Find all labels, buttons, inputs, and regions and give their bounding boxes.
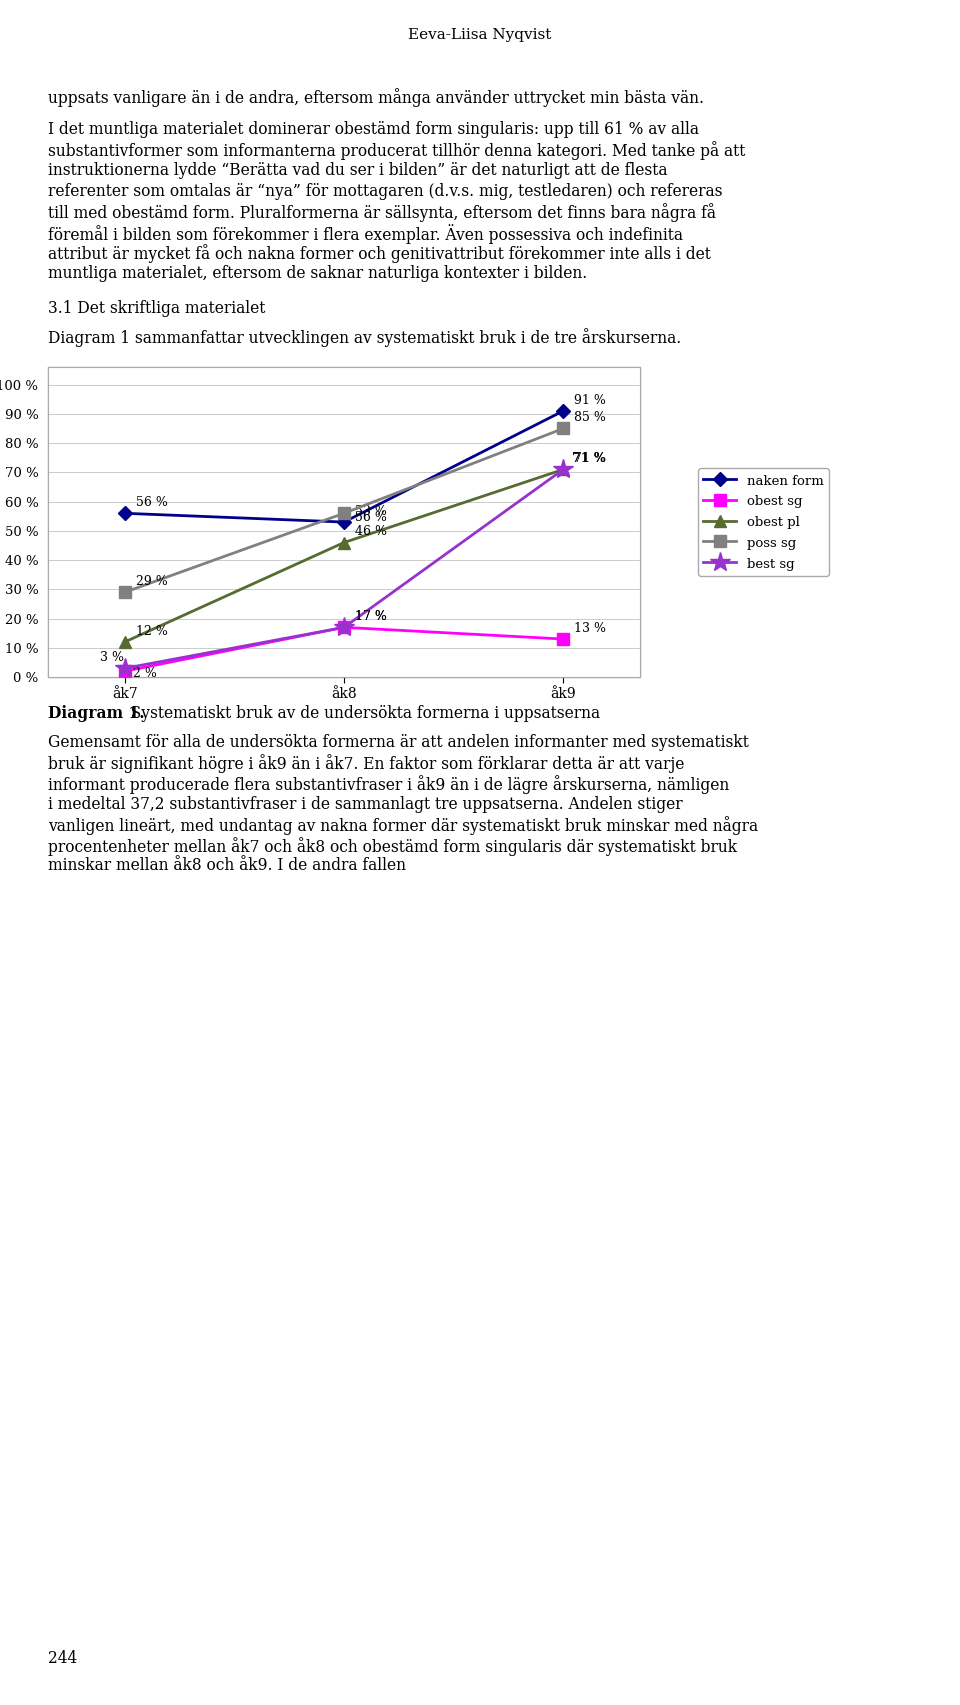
obest sg bbox=[338, 617, 349, 638]
Text: 244: 244 bbox=[48, 1650, 77, 1667]
Text: Diagram 1.: Diagram 1. bbox=[48, 706, 145, 721]
Text: Gemensamt för alla de undersökta formerna är att andelen informanter med systema: Gemensamt för alla de undersökta formern… bbox=[48, 733, 749, 750]
Text: attribut är mycket få och nakna former och genitivattribut förekommer inte alls : attribut är mycket få och nakna former o… bbox=[48, 244, 710, 263]
Text: muntliga materialet, eftersom de saknar naturliga kontexter i bilden.: muntliga materialet, eftersom de saknar … bbox=[48, 264, 588, 281]
Text: 85 %: 85 % bbox=[574, 411, 607, 425]
poss sg bbox=[558, 418, 569, 438]
Line: obest sg: obest sg bbox=[119, 622, 569, 677]
Text: bruk är signifikant högre i åk9 än i åk7. En faktor som förklarar detta är att v: bruk är signifikant högre i åk9 än i åk7… bbox=[48, 754, 684, 774]
Bar bbox=[48, 367, 640, 677]
Text: 13 %: 13 % bbox=[574, 622, 607, 634]
Text: 71 %: 71 % bbox=[571, 452, 605, 465]
Text: procentenheter mellan åk7 och åk8 och obestämd form singularis där systematiskt : procentenheter mellan åk7 och åk8 och ob… bbox=[48, 837, 737, 856]
obest pl bbox=[558, 459, 569, 479]
Line: naken form: naken form bbox=[120, 406, 568, 527]
Text: referenter som omtalas är “nya” för mottagaren (d.v.s. mig, testledaren) och ref: referenter som omtalas är “nya” för mott… bbox=[48, 182, 723, 199]
Text: Diagram 1 sammanfattar utvecklingen av systematiskt bruk i de tre årskurserna.: Diagram 1 sammanfattar utvecklingen av s… bbox=[48, 329, 682, 348]
Text: 29 %: 29 % bbox=[136, 575, 168, 588]
Text: substantivformer som informanterna producerat tillhör denna kategori. Med tanke : substantivformer som informanterna produ… bbox=[48, 142, 745, 160]
Text: I det muntliga materialet dominerar obestämd form singularis: upp till 61 % av a: I det muntliga materialet dominerar obes… bbox=[48, 121, 699, 138]
Text: vanligen lineärt, med undantag av nakna former där systematiskt bruk minskar med: vanligen lineärt, med undantag av nakna … bbox=[48, 817, 758, 835]
Text: föremål i bilden som förekommer i flera exemplar. Även possessiva och indefinita: föremål i bilden som förekommer i flera … bbox=[48, 223, 683, 244]
Text: 56 %: 56 % bbox=[355, 512, 387, 525]
Text: i medeltal 37,2 substantivfraser i de sammanlagt tre uppsatserna. Andelen stiger: i medeltal 37,2 substantivfraser i de sa… bbox=[48, 796, 683, 813]
Text: 91 %: 91 % bbox=[574, 394, 607, 407]
naken form bbox=[338, 512, 349, 532]
Line: obest pl: obest pl bbox=[118, 464, 569, 648]
Text: uppsats vanligare än i de andra, eftersom många använder uttrycket min bästa vän: uppsats vanligare än i de andra, efterso… bbox=[48, 89, 704, 107]
Text: 46 %: 46 % bbox=[355, 525, 387, 539]
Text: 53 %: 53 % bbox=[355, 505, 387, 518]
obest pl bbox=[338, 532, 349, 552]
Text: minskar mellan åk8 och åk9. I de andra fallen: minskar mellan åk8 och åk9. I de andra f… bbox=[48, 858, 406, 875]
Legend: naken form, obest sg, obest pl, poss sg, best sg: naken form, obest sg, obest pl, poss sg,… bbox=[698, 469, 828, 576]
Text: 2 %: 2 % bbox=[133, 667, 156, 680]
Text: 3 %: 3 % bbox=[100, 651, 124, 665]
poss sg bbox=[338, 503, 349, 523]
best sg bbox=[338, 617, 349, 638]
Line: poss sg: poss sg bbox=[119, 423, 569, 598]
Text: Eeva-Liisa Nyqvist: Eeva-Liisa Nyqvist bbox=[408, 27, 552, 43]
Text: 71 %: 71 % bbox=[574, 452, 607, 465]
Text: informant producerade flera substantivfraser i åk9 än i de lägre årskurserna, nä: informant producerade flera substantivfr… bbox=[48, 776, 730, 795]
Text: 12 %: 12 % bbox=[136, 624, 168, 638]
Text: instruktionerna lydde “Berätta vad du ser i bilden” är det naturligt att de fles: instruktionerna lydde “Berätta vad du se… bbox=[48, 162, 667, 179]
Text: till med obestämd form. Pluralformerna är sällsynta, eftersom det finns bara någ: till med obestämd form. Pluralformerna ä… bbox=[48, 203, 716, 222]
best sg bbox=[119, 658, 131, 679]
Text: 3.1 Det skriftliga materialet: 3.1 Det skriftliga materialet bbox=[48, 300, 265, 317]
naken form bbox=[558, 401, 569, 421]
naken form bbox=[119, 503, 131, 523]
Text: 17 %: 17 % bbox=[355, 610, 387, 624]
Line: best sg: best sg bbox=[114, 459, 574, 679]
Text: 17 %: 17 % bbox=[355, 610, 387, 624]
Text: Systematiskt bruk av de undersökta formerna i uppsatserna: Systematiskt bruk av de undersökta forme… bbox=[121, 706, 600, 721]
best sg bbox=[558, 459, 569, 479]
Text: 56 %: 56 % bbox=[136, 496, 168, 510]
obest sg bbox=[558, 629, 569, 650]
poss sg bbox=[119, 581, 131, 602]
obest pl bbox=[119, 633, 131, 653]
obest sg bbox=[119, 662, 131, 682]
